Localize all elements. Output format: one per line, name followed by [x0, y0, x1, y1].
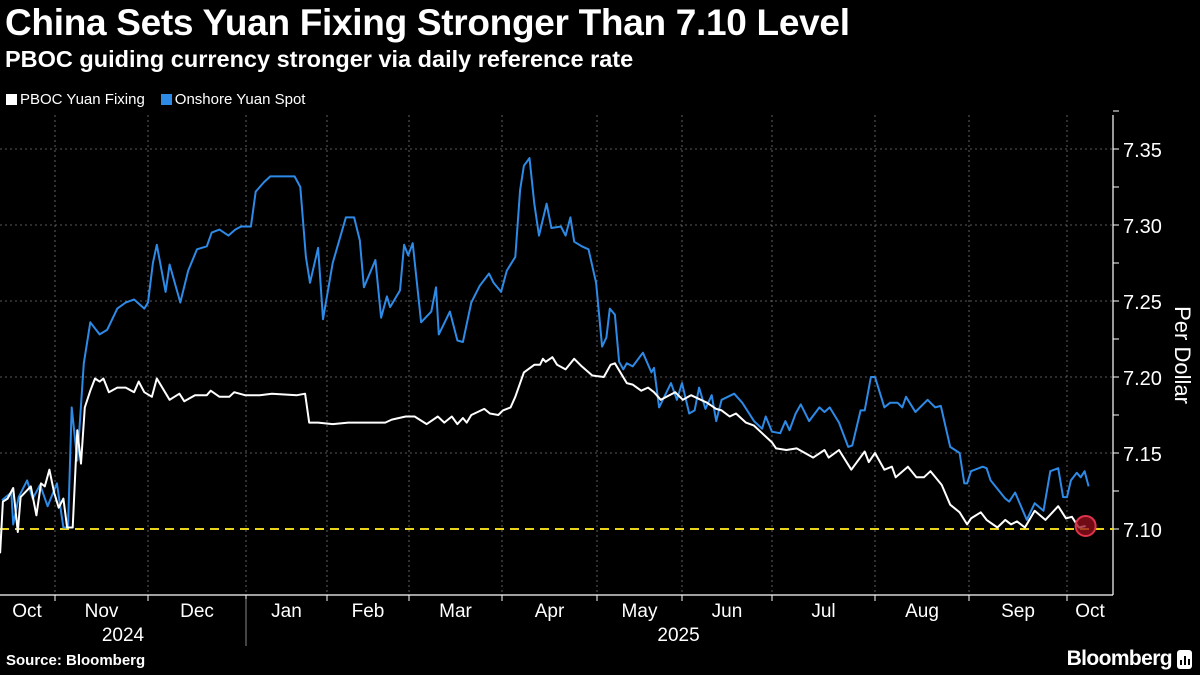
legend-item-spot: Onshore Yuan Spot	[160, 91, 306, 108]
chart-title: China Sets Yuan Fixing Stronger Than 7.1…	[5, 2, 850, 43]
x-month-label: Mar	[439, 601, 472, 622]
x-month-label: Jul	[811, 601, 835, 622]
y-tick-label: 7.25	[1123, 292, 1162, 314]
bloomberg-chart-icon	[1177, 649, 1192, 669]
legend-swatch-spot	[160, 94, 172, 105]
highlight-marker	[1074, 514, 1097, 537]
legend-swatch-fixing	[6, 94, 17, 105]
legend: PBOC Yuan Fixing Onshore Yuan Spot	[6, 91, 305, 108]
y-tick-label: 7.35	[1123, 140, 1162, 162]
y-tick-label: 7.15	[1123, 444, 1162, 466]
y-axis-title: Per Dollar	[1170, 306, 1195, 404]
series-line-pboc-yuan-fixing	[0, 356, 1086, 554]
y-tick-label: 7.20	[1123, 368, 1162, 390]
x-year-label: 2025	[657, 625, 699, 646]
x-month-label: Jun	[712, 601, 743, 622]
x-month-label: Dec	[180, 601, 214, 622]
y-tick-label: 7.30	[1123, 216, 1162, 238]
legend-item-fixing: PBOC Yuan Fixing	[6, 91, 145, 108]
x-month-label: Nov	[85, 601, 119, 622]
x-month-label: May	[622, 601, 658, 622]
chart-subtitle: PBOC guiding currency stronger via daily…	[5, 46, 634, 72]
x-month-label: Feb	[352, 601, 385, 622]
bloomberg-logo: Bloomberg	[1067, 647, 1192, 671]
x-month-label: Aug	[905, 601, 939, 622]
x-year-label: 2024	[102, 625, 145, 646]
series-line-onshore-yuan-spot	[1, 157, 1090, 529]
x-month-label: Oct	[1075, 601, 1105, 622]
x-month-label: Jan	[271, 601, 302, 622]
source-note: Source: Bloomberg	[6, 652, 146, 669]
legend-label-fixing: PBOC Yuan Fixing	[20, 91, 145, 108]
x-month-label: Oct	[12, 601, 42, 622]
x-month-label: Apr	[535, 601, 565, 622]
legend-label-spot: Onshore Yuan Spot	[174, 91, 306, 108]
x-month-label: Sep	[1001, 601, 1035, 622]
y-tick-label: 7.10	[1123, 520, 1162, 542]
brand-name: Bloomberg	[1066, 647, 1173, 670]
